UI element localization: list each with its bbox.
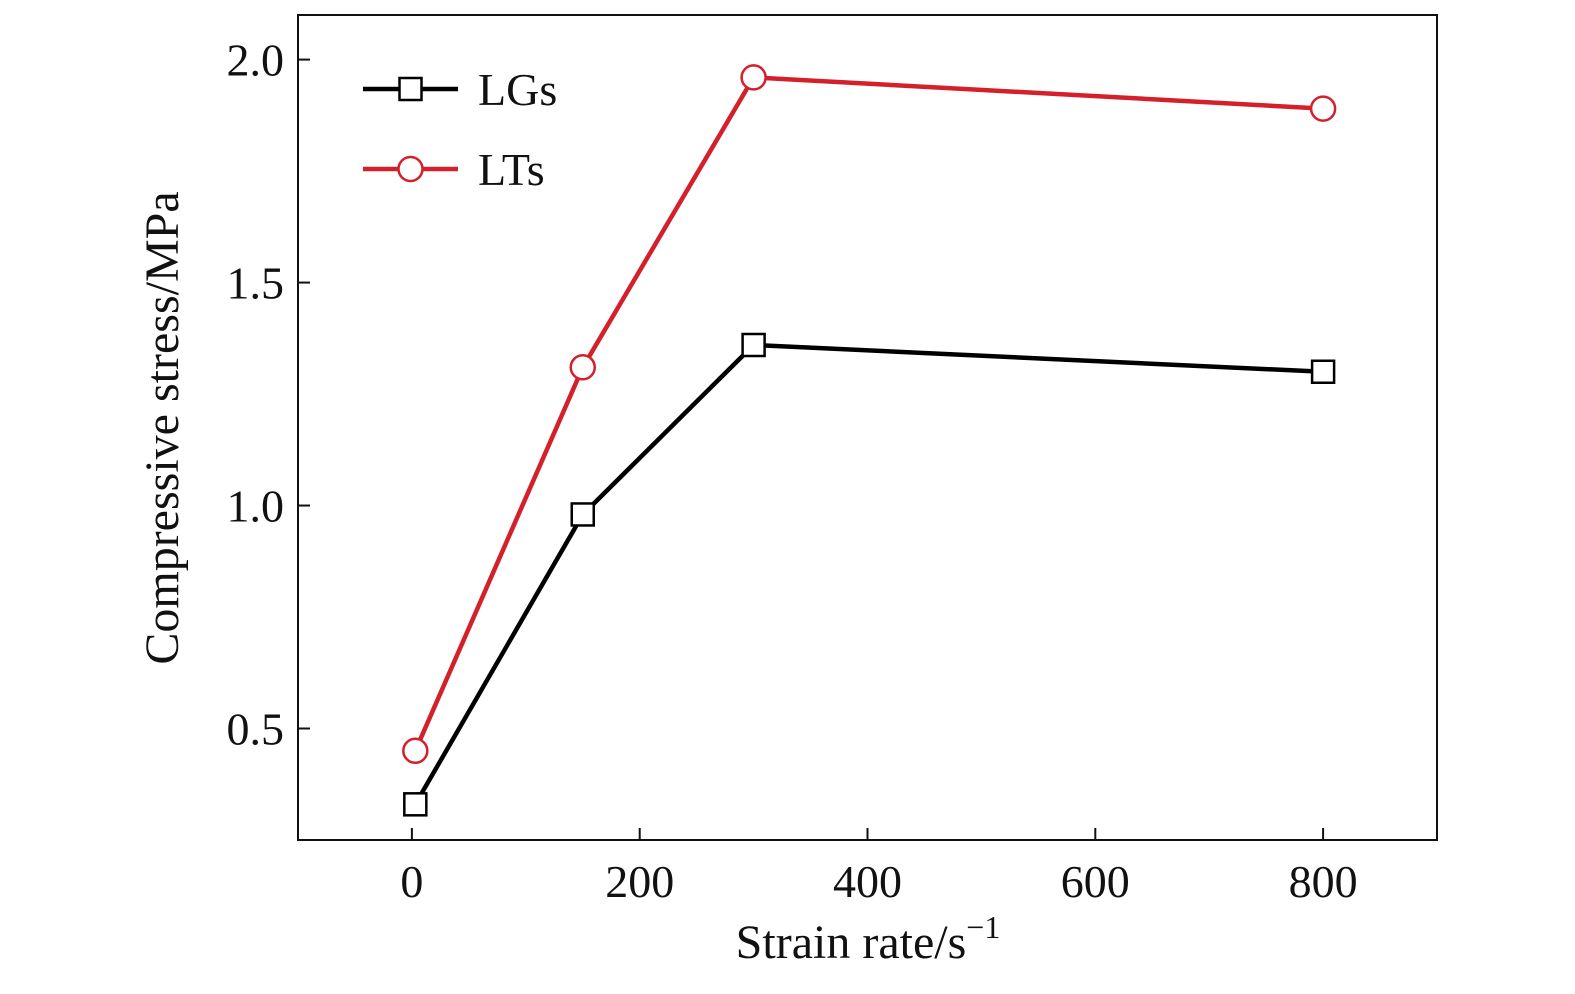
data-point-lts: [740, 64, 767, 91]
legend-marker-lts: [397, 155, 424, 183]
x-axis-title: Strain rate/s−1: [736, 909, 1001, 969]
legend: LGs LTs: [363, 64, 557, 195]
data-point-lgs: [741, 332, 766, 358]
legend-label-lgs: LGs: [478, 64, 557, 115]
plot-area-frame: [297, 14, 1438, 841]
data-point-lgs: [403, 792, 428, 817]
legend-marker-lgs: [398, 76, 423, 102]
series-markers: [402, 64, 1337, 817]
data-point-lts: [1309, 95, 1337, 122]
series-lines: [413, 75, 1324, 806]
data-point-lts: [569, 354, 596, 381]
y-tick-label: 2.0: [227, 35, 285, 86]
y-axis-title: Compressive stress/MPa: [136, 191, 189, 664]
data-point-lts: [402, 737, 429, 765]
data-point-lgs: [570, 502, 595, 527]
axis-ticks: 0 200 400 600 800 0.5 1.0 1.5 2.0: [227, 35, 1358, 907]
x-tick-label: 400: [833, 856, 902, 907]
x-tick-label: 800: [1289, 856, 1358, 907]
x-tick-label: 200: [605, 856, 674, 907]
legend-label-lts: LTs: [478, 144, 545, 195]
data-point-lgs: [1310, 359, 1336, 385]
series-line-lts: [413, 75, 1324, 752]
y-tick-label: 1.5: [227, 258, 285, 309]
y-tick-label: 0.5: [227, 704, 285, 755]
x-tick-label: 600: [1061, 856, 1130, 907]
x-axis-title-superscript: −1: [966, 909, 1000, 945]
x-tick-label: 0: [400, 856, 423, 907]
plot-frame: [297, 14, 1438, 841]
series-line-lgs: [413, 342, 1324, 806]
y-tick-label: 1.0: [227, 481, 285, 532]
